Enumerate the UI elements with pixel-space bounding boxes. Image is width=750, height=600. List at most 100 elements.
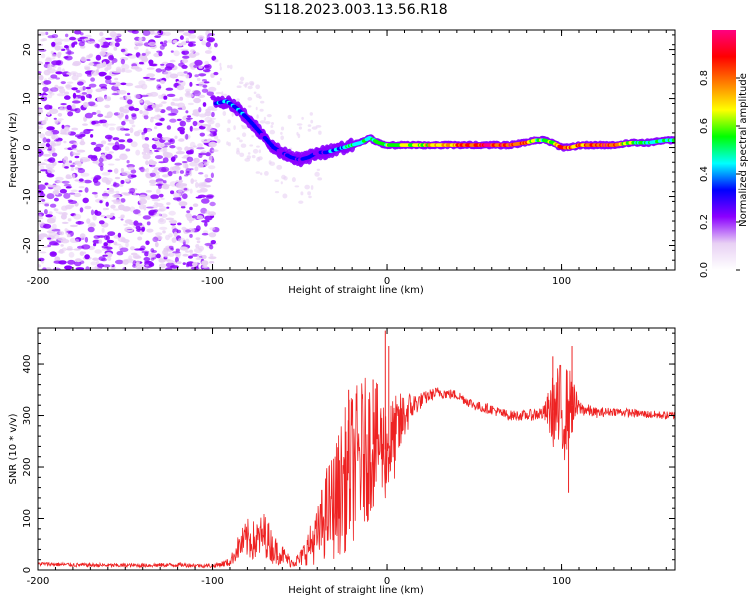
heatmap-noise-blob bbox=[64, 166, 69, 169]
heatmap-noise-blob bbox=[122, 109, 130, 114]
heatmap-noise-blob bbox=[92, 239, 101, 244]
heatmap-noise-blob bbox=[66, 185, 73, 189]
heatmap-noise-blob bbox=[196, 240, 201, 244]
heatmap-noise-blob bbox=[129, 187, 136, 194]
heatmap-noise-blob bbox=[120, 82, 127, 86]
heatmap-noise-blob bbox=[63, 56, 69, 59]
heatmap-noise-blob bbox=[208, 232, 217, 238]
heatmap-noise-blob bbox=[149, 262, 155, 267]
heatmap-noise-blob bbox=[138, 100, 144, 103]
heatmap-noise-blob bbox=[111, 85, 119, 91]
heatmap-noise-blob bbox=[126, 138, 133, 143]
heatmap-noise-blob bbox=[269, 161, 276, 166]
heatmap-noise-blob bbox=[114, 158, 121, 161]
heatmap-noise-blob bbox=[160, 213, 168, 218]
heatmap-noise-blob bbox=[87, 154, 94, 159]
heatmap-noise-blob bbox=[192, 127, 201, 131]
heatmap-noise-blob bbox=[105, 153, 113, 160]
heatmap-noise-blob bbox=[168, 252, 175, 257]
heatmap-noise-blob bbox=[82, 101, 89, 108]
heatmap-noise-blob bbox=[125, 148, 131, 152]
heatmap-noise-blob bbox=[75, 267, 85, 270]
heatmap-noise-blob bbox=[84, 254, 90, 260]
heatmap-noise-blob bbox=[57, 41, 63, 46]
heatmap-noise-blob bbox=[264, 171, 269, 176]
heatmap-noise-blob bbox=[256, 156, 261, 162]
heatmap-noise-blob bbox=[135, 67, 143, 72]
heatmap-noise-blob bbox=[55, 176, 64, 181]
heatmap-noise-blob bbox=[150, 194, 160, 200]
heatmap-noise-blob bbox=[314, 171, 320, 177]
heatmap-noise-blob bbox=[177, 237, 186, 243]
heatmap-noise-blob bbox=[103, 242, 108, 247]
heatmap-noise-blob bbox=[87, 54, 93, 59]
heatmap-noise-blob bbox=[236, 147, 240, 152]
heatmap-noise-blob bbox=[155, 147, 162, 150]
x-tick-label: 100 bbox=[552, 276, 571, 287]
heatmap-noise-blob bbox=[61, 205, 68, 211]
heatmap-noise-blob bbox=[304, 184, 311, 190]
heatmap-noise-blob bbox=[198, 65, 203, 69]
heatmap-noise-blob bbox=[128, 261, 133, 264]
heatmap-noise-blob bbox=[163, 180, 167, 184]
heatmap-noise-blob bbox=[219, 62, 222, 67]
heatmap-noise-blob bbox=[44, 130, 54, 137]
heatmap-noise-blob bbox=[45, 267, 52, 270]
heatmap-noise-blob bbox=[122, 206, 131, 212]
heatmap-noise-blob bbox=[223, 93, 227, 97]
heatmap-noise-blob bbox=[88, 83, 97, 88]
heatmap-noise-blob bbox=[106, 111, 113, 118]
heatmap-noise-blob bbox=[185, 133, 189, 140]
heatmap-noise-blob bbox=[131, 124, 136, 128]
heatmap-noise-blob bbox=[181, 64, 188, 69]
spectrogram-frame bbox=[37, 29, 676, 271]
heatmap-noise-blob bbox=[38, 214, 42, 218]
heatmap-noise-blob bbox=[48, 227, 56, 230]
heatmap-noise-blob bbox=[67, 218, 72, 222]
heatmap-noise-blob bbox=[115, 259, 124, 265]
heatmap-noise-blob bbox=[42, 38, 47, 42]
heatmap-noise-blob bbox=[158, 166, 167, 173]
heatmap-noise-blob bbox=[135, 149, 141, 156]
heatmap-noise-blob bbox=[318, 130, 322, 135]
heatmap-noise-blob bbox=[298, 126, 302, 130]
heatmap-noise-blob bbox=[144, 137, 149, 141]
heatmap-noise-blob bbox=[122, 51, 129, 56]
heatmap-noise-blob bbox=[104, 146, 110, 152]
heatmap-noise-blob bbox=[308, 195, 312, 199]
heatmap-noise-blob bbox=[138, 248, 145, 251]
heatmap-noise-blob bbox=[150, 116, 155, 119]
heatmap-noise-blob bbox=[61, 212, 68, 216]
colorbar: 0.0 0.2 0.4 0.6 0.8 Normalized spectral ampl… bbox=[699, 30, 749, 278]
heatmap-noise-blob bbox=[209, 201, 216, 207]
heatmap-noise-blob bbox=[133, 93, 141, 99]
heatmap-noise-blob bbox=[139, 166, 145, 173]
heatmap-noise-blob bbox=[244, 85, 247, 88]
heatmap-noise-blob bbox=[170, 156, 176, 163]
heatmap-noise-blob bbox=[117, 114, 124, 119]
heatmap-noise-blob bbox=[71, 87, 78, 91]
heatmap-noise-blob bbox=[42, 153, 52, 157]
heatmap-noise-blob bbox=[139, 110, 143, 114]
heatmap-noise-blob bbox=[80, 32, 84, 36]
heatmap-noise-blob bbox=[100, 47, 108, 52]
heatmap-noise-blob bbox=[182, 253, 189, 257]
heatmap-noise-blob bbox=[173, 50, 180, 57]
heatmap-noise-blob bbox=[178, 138, 185, 142]
heatmap-noise-blob bbox=[120, 48, 126, 53]
heatmap-noise-blob bbox=[41, 119, 47, 125]
heatmap-noise-blob bbox=[247, 97, 253, 101]
heatmap-noise-blob bbox=[60, 244, 64, 247]
heatmap-noise-blob bbox=[86, 59, 91, 61]
heatmap-noise-blob bbox=[94, 43, 100, 48]
heatmap-noise-blob bbox=[209, 261, 215, 264]
heatmap-noise-blob bbox=[208, 129, 216, 132]
heatmap-noise-blob bbox=[159, 226, 168, 230]
heatmap-noise-blob bbox=[38, 143, 42, 147]
heatmap-noise-blob bbox=[236, 98, 240, 102]
heatmap-noise-blob bbox=[198, 183, 206, 189]
heatmap-noise-blob bbox=[82, 251, 87, 255]
heatmap-noise-blob bbox=[194, 166, 199, 172]
heatmap-noise-blob bbox=[165, 87, 174, 91]
